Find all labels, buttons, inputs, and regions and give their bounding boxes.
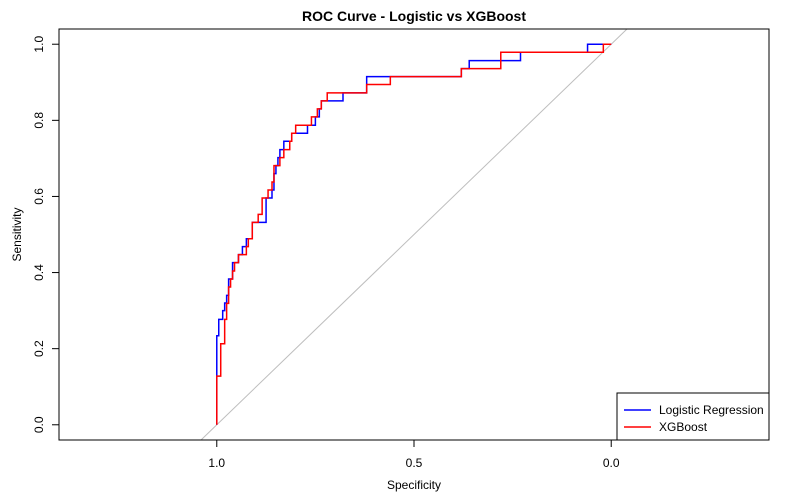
legend-label: Logistic Regression xyxy=(659,403,764,417)
y-tick-label: 0.2 xyxy=(32,340,46,357)
y-axis: 0.0 0.2 0.4 0.6 0.8 1.0 xyxy=(32,36,60,433)
legend-box xyxy=(616,392,770,441)
x-tick-label: 1.0 xyxy=(208,456,225,470)
x-tick-label: 0.0 xyxy=(603,456,620,470)
series-layer xyxy=(216,43,612,425)
y-tick-label: 1.0 xyxy=(32,36,46,53)
y-tick-label: 0.6 xyxy=(32,188,46,205)
series-line-xgboost xyxy=(216,43,612,425)
y-tick-label: 0.0 xyxy=(32,416,46,433)
legend-label: XGBoost xyxy=(659,420,708,434)
x-tick-label: 0.5 xyxy=(406,456,423,470)
y-axis-label: Sensitivity xyxy=(10,207,24,261)
legend: Logistic Regression XGBoost xyxy=(616,392,770,441)
reference-diagonal xyxy=(200,28,628,441)
y-tick-label: 0.4 xyxy=(32,264,46,281)
y-tick-label: 0.8 xyxy=(32,112,46,129)
x-axis: 1.0 0.5 0.0 xyxy=(208,439,620,470)
chart-title: ROC Curve - Logistic vs XGBoost xyxy=(302,8,526,24)
x-axis-label: Specificity xyxy=(387,478,441,492)
